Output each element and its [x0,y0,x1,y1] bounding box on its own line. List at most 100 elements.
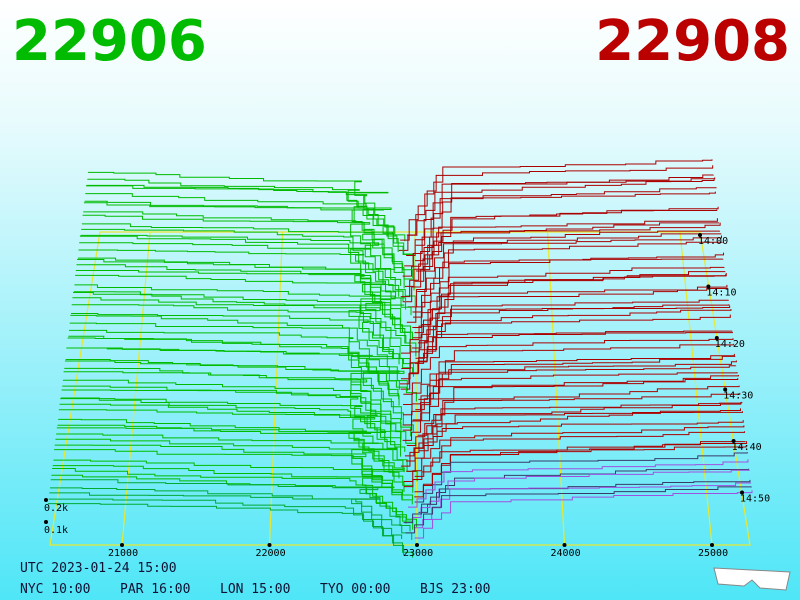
bid-curve [87,178,399,252]
bid-curve [60,398,406,452]
bid-curve [64,360,414,432]
ask-curve [414,271,726,334]
price-tick [415,543,419,547]
ask-curve [403,353,735,405]
bid-curve [88,171,406,242]
ask-curve [402,365,737,416]
bid-curve [51,474,418,528]
ask-curve [402,233,722,303]
bid-curve [72,297,400,365]
bid-curve [50,487,403,539]
bid-curve [58,418,405,493]
time-tick [731,439,736,443]
price-grid-line [546,231,566,546]
ask-curve [403,431,746,483]
time-tick [714,336,719,340]
bid-curve [75,269,411,342]
ask-curve [401,287,729,354]
ask-curve [412,360,737,421]
ask-curve [415,174,714,246]
ask-curve [414,425,745,477]
price-tick-label: 25000 [698,548,728,559]
ask-curve [418,468,750,513]
ask-curve [407,459,749,508]
ask-curve [400,222,721,298]
time-tick-label: 14:50 [740,494,770,505]
bid-curve [57,424,400,479]
ask-curve [404,402,742,457]
bid-curve [48,503,414,558]
ask-curve [400,165,714,241]
time-tick [740,490,744,495]
ask-curve [419,408,741,452]
bid-curve [56,427,405,473]
ask-curve [415,191,716,262]
bid-curve [73,291,411,373]
ask-curve [404,222,720,287]
ask-curve [413,258,724,318]
clock-label: BJS 23:00 [420,582,490,597]
utc-time: UTC 2023-01-24 15:00 [20,561,177,576]
time-tick-label: 14:30 [723,391,753,402]
ask-curve [411,469,750,518]
labels: 21000 22000 23000 24000 25000 0.1k 0.2k 14:00 14… [20,233,770,597]
ask-curve [404,187,717,267]
bid-curve [52,465,414,530]
ask-curve [401,308,732,380]
ask-curve [412,241,723,313]
ask-curve [412,266,725,328]
ask-curve [414,452,748,503]
time-tick-label: 14:00 [698,236,728,247]
price-tick-label: 21000 [108,548,138,559]
time-tick-label: 14:10 [706,288,736,299]
price-tick-label: 24000 [551,548,581,559]
depth-tick-label: 0.1k [44,525,68,536]
bid-curve [82,214,402,286]
bid-curve [73,291,417,357]
clock-label: NYC 10:00 [20,582,90,597]
bid-curve [53,459,413,505]
bid-curve [84,200,414,269]
clock-label: PAR 16:00 [120,582,190,597]
bid-curve [56,433,414,493]
price-tick [710,543,714,547]
bid-curve [76,264,406,344]
ask-curve [402,378,739,431]
ask-curve [405,401,743,462]
bid-curve [79,235,400,297]
ask-price: 22908 [595,9,790,74]
bid-curve [70,314,400,390]
clock-label: LON 15:00 [220,582,290,597]
clock-label: TYO 00:00 [320,582,390,597]
bid-curve [86,184,415,270]
ask-curve [406,420,744,472]
ask-curve [413,482,752,529]
price-tick [562,543,567,547]
ask-curve [402,385,740,441]
ask-curve [414,490,753,539]
bid-curve [85,185,398,243]
glasses-icon [713,567,791,591]
time-tick-label: 14:20 [715,339,745,350]
ask-curve [406,392,741,447]
price-grid-line [414,231,418,546]
ask-curve [400,331,733,390]
bid-curve [66,347,417,402]
bid-curve [85,193,405,289]
bid-curve [75,274,413,340]
ask-curve [417,272,727,344]
depth-tick [44,498,48,502]
depth-tick-label: 0.2k [44,503,68,514]
price-tick [267,543,272,547]
ask-curve [417,374,739,436]
bid-curve [80,234,416,307]
ask-curve [402,218,718,277]
bid-curve [61,389,417,448]
price-tick [120,543,124,547]
ask-curve [415,355,736,411]
ask-curve [406,159,713,236]
time-tick [706,284,711,289]
ask-curve [415,299,729,359]
bid-curve [67,337,400,400]
